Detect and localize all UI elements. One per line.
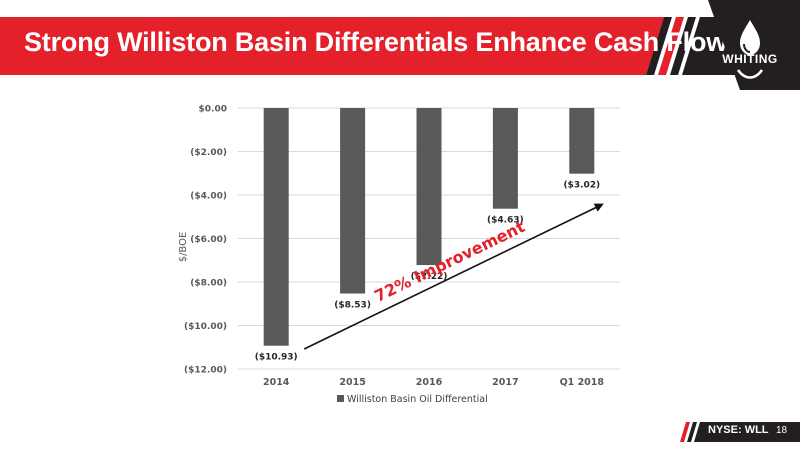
data-label: ($3.02) xyxy=(563,181,600,191)
x-axis-tick-labels: 2014 2015 2016 2017 Q1 2018 xyxy=(263,377,604,388)
slide-title: Strong Williston Basin Differentials Enh… xyxy=(24,27,728,57)
y-axis-label: $/BOE xyxy=(178,232,189,263)
bar xyxy=(569,108,595,174)
x-tick-label: Q1 2018 xyxy=(560,377,605,388)
arrow-head-icon xyxy=(593,203,604,212)
logo-mark xyxy=(708,0,800,90)
y-tick-label: ($4.00) xyxy=(190,192,227,202)
bar xyxy=(416,108,442,266)
bar xyxy=(340,108,366,294)
y-tick-label: ($2.00) xyxy=(190,148,227,158)
x-tick-label: 2016 xyxy=(416,377,443,388)
logo-text: WHITING xyxy=(722,52,778,66)
stock-ticker: NYSE: WLL xyxy=(708,424,769,436)
company-logo: WHITING xyxy=(700,0,800,92)
improvement-arrow xyxy=(303,206,597,350)
improvement-label: 72% Improvement xyxy=(371,217,528,306)
x-tick-label: 2015 xyxy=(339,377,365,388)
legend-entry: Williston Basin Oil Differential xyxy=(347,394,488,405)
header-stripe xyxy=(670,17,696,75)
header-stripe xyxy=(646,17,672,75)
ticker-prefix: NYSE: xyxy=(708,424,745,436)
bar xyxy=(492,108,518,209)
data-label: ($4.63) xyxy=(487,216,524,226)
y-tick-label: ($12.00) xyxy=(184,366,227,376)
x-tick-label: 2017 xyxy=(492,377,518,388)
y-tick-label: ($6.00) xyxy=(190,235,227,245)
y-tick-label: ($8.00) xyxy=(190,279,227,289)
data-label: ($8.53) xyxy=(334,301,371,311)
y-axis-tick-labels: $0.00 ($2.00) ($4.00) ($6.00) ($8.00) ($10.00… xyxy=(184,105,227,376)
header-red-band xyxy=(0,17,664,75)
data-labels: ($10.93) ($8.53) ($7.22) ($4.63) ($3.02) xyxy=(255,181,600,363)
y-tick-label: $0.00 xyxy=(199,105,227,115)
page-number: 18 xyxy=(776,425,788,436)
bars xyxy=(263,108,595,346)
legend: Williston Basin Oil Differential xyxy=(337,394,488,405)
x-tick-label: 2014 xyxy=(263,377,290,388)
header-stripe xyxy=(658,17,684,75)
bar xyxy=(263,108,289,346)
ticker-symbol: WLL xyxy=(744,424,769,436)
data-label: ($10.93) xyxy=(255,353,298,363)
logo-swoosh-icon xyxy=(736,69,764,79)
y-tick-label: ($10.00) xyxy=(184,322,227,332)
legend-swatch xyxy=(337,395,344,402)
slide-footer: NYSE: WLL 18 xyxy=(680,422,800,442)
data-label: ($7.22) xyxy=(411,272,448,282)
footer-banner xyxy=(680,422,800,442)
